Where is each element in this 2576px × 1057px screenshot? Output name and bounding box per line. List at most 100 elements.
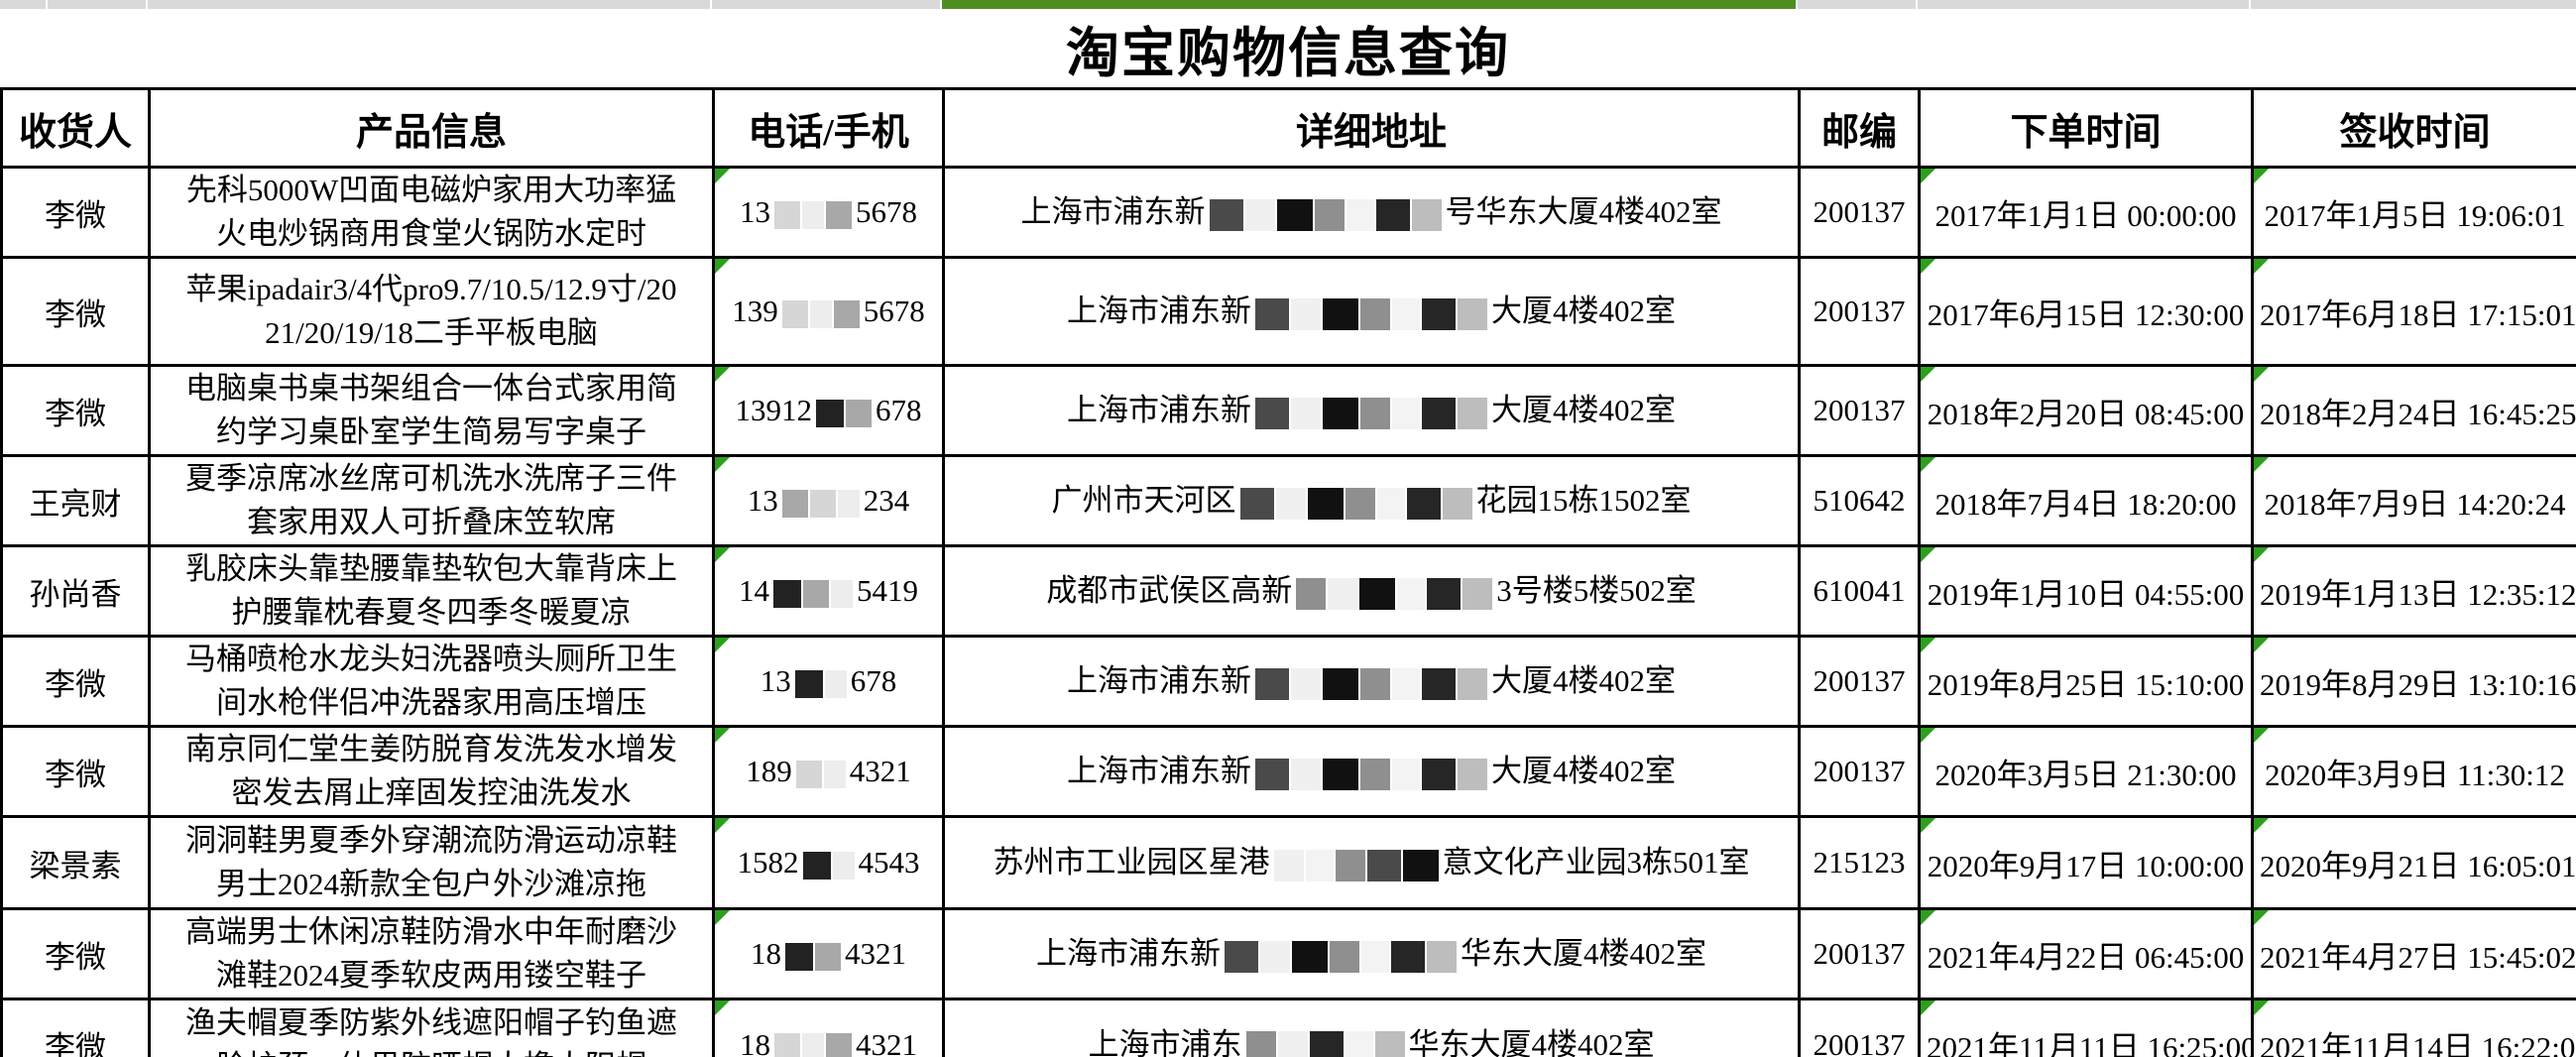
- cell-order-time[interactable]: 2020年9月17日 10:00:00: [1918, 815, 2254, 910]
- cell-sign-time[interactable]: 2019年1月13日 12:35:12: [2251, 544, 2576, 638]
- cell-order-time[interactable]: 2021年4月22日 06:45:00: [1918, 907, 2254, 1000]
- cell-product[interactable]: 夏季凉席冰丝席可机洗水洗席子三件套家用双人可折叠床笠软席: [148, 454, 715, 547]
- cell-recipient[interactable]: 王亮财: [0, 454, 151, 547]
- cell-recipient[interactable]: 李微: [0, 725, 151, 818]
- cell-product[interactable]: 南京同仁堂生姜防脱育发洗发水增发密发去屑止痒固发控油洗发水: [148, 725, 715, 818]
- cell-postal[interactable]: 200137: [1798, 635, 1921, 728]
- cell-phone[interactable]: 18 4321: [712, 907, 945, 1000]
- cell-recipient[interactable]: 李微: [0, 364, 151, 457]
- cell-product[interactable]: 渔夫帽夏季防紫外线遮阳帽子钓鱼遮脸护颈一体男防晒帽大檐太阳帽: [148, 998, 715, 1057]
- col-header-sign-time[interactable]: 签收时间: [2251, 87, 2576, 169]
- cell-sign-time[interactable]: 2018年7月9日 14:20:24: [2251, 454, 2576, 547]
- cell-address[interactable]: 上海市浦东新 号华东大厦4楼402室: [942, 166, 1801, 259]
- col-header-phone[interactable]: 电话/手机: [712, 87, 945, 169]
- cell-postal[interactable]: 610041: [1798, 544, 1921, 638]
- col-header-address[interactable]: 详细地址: [942, 87, 1801, 169]
- cell-product[interactable]: 高端男士休闲凉鞋防滑水中年耐磨沙滩鞋2024夏季软皮两用镂空鞋子: [148, 907, 715, 1000]
- cell-phone[interactable]: 189 4321: [712, 725, 945, 818]
- cell-postal[interactable]: 200137: [1798, 166, 1921, 259]
- cell-recipient[interactable]: 孙尚香: [0, 544, 151, 638]
- phone-redaction: [784, 942, 842, 971]
- cell-phone[interactable]: 13 5678: [712, 166, 945, 259]
- cell-recipient[interactable]: 李微: [0, 635, 151, 728]
- cell-sign-time[interactable]: 2020年3月9日 11:30:12: [2251, 725, 2576, 818]
- address-suffix: 花园15栋1502室: [1475, 483, 1692, 518]
- cell-address[interactable]: 上海市浦东新 大厦4楼402室: [942, 725, 1801, 818]
- cell-postal[interactable]: 510642: [1798, 454, 1921, 547]
- cell-order-time[interactable]: 2017年1月1日 00:00:00: [1918, 166, 2254, 259]
- cell-order-time[interactable]: 2021年11月11日 16:25:00: [1918, 998, 2254, 1057]
- phone-suffix: 5678: [856, 194, 917, 229]
- cell-address[interactable]: 广州市天河区 花园15栋1502室: [942, 454, 1801, 547]
- cell-phone[interactable]: 13 234: [712, 454, 945, 547]
- cell-sign-time[interactable]: 2018年2月24日 16:45:25: [2251, 364, 2576, 457]
- phone-suffix: 4321: [856, 1026, 917, 1057]
- table-row: 李微 高端男士休闲凉鞋防滑水中年耐磨沙滩鞋2024夏季软皮两用镂空鞋子 18 43…: [0, 907, 2576, 1000]
- cell-order-time[interactable]: 2019年8月25日 15:10:00: [1918, 635, 2254, 728]
- cell-sign-time[interactable]: 2017年1月5日 19:06:01: [2251, 166, 2576, 259]
- cell-phone[interactable]: 14 5419: [712, 544, 945, 638]
- cell-address[interactable]: 成都市武侯区高新 3号楼5楼502室: [942, 544, 1801, 638]
- cell-recipient[interactable]: 李微: [0, 166, 151, 259]
- cell-product[interactable]: 乳胶床头靠垫腰靠垫软包大靠背床上护腰靠枕春夏冬四季冬暖夏凉: [148, 544, 715, 638]
- cell-product[interactable]: 马桶喷枪水龙头妇洗器喷头厕所卫生间水枪伴侣冲洗器家用高压增压: [148, 635, 715, 728]
- green-corner-icon: [716, 260, 730, 274]
- cell-postal[interactable]: 200137: [1798, 256, 1921, 367]
- cell-postal[interactable]: 200137: [1798, 725, 1921, 818]
- col-header-order-time[interactable]: 下单时间: [1918, 87, 2254, 169]
- col-header-postal[interactable]: 邮编: [1798, 87, 1921, 169]
- address-prefix: 上海市浦东新: [1067, 754, 1251, 788]
- col-header-product[interactable]: 产品信息: [148, 87, 715, 169]
- cell-order-time[interactable]: 2019年1月10日 04:55:00: [1918, 544, 2254, 638]
- address-prefix: 上海市浦东新: [1067, 663, 1251, 698]
- green-corner-icon: [1922, 368, 1935, 382]
- cell-recipient[interactable]: 梁景素: [0, 815, 151, 910]
- green-corner-icon: [716, 170, 730, 183]
- cell-address[interactable]: 上海市浦东新 大厦4楼402室: [942, 256, 1801, 367]
- cell-order-time[interactable]: 2017年6月15日 12:30:00: [1918, 256, 2254, 367]
- cell-product[interactable]: 洞洞鞋男夏季外穿潮流防滑运动凉鞋男士2024新款全包户外沙滩凉拖: [148, 815, 715, 910]
- cell-phone[interactable]: 18 4321: [712, 998, 945, 1057]
- cell-recipient[interactable]: 李微: [0, 998, 151, 1057]
- cell-address[interactable]: 苏州市工业园区星港 意文化产业园3栋501室: [942, 815, 1801, 910]
- address-suffix: 意文化产业园3栋501室: [1442, 845, 1750, 880]
- cell-phone[interactable]: 13912 678: [712, 364, 945, 457]
- cell-product[interactable]: 电脑桌书桌书架组合一体台式家用简约学习桌卧室学生简易写字桌子: [148, 364, 715, 457]
- col-header-recipient[interactable]: 收货人: [0, 87, 151, 169]
- cell-order-time[interactable]: 2020年3月5日 21:30:00: [1918, 725, 2254, 818]
- cell-sign-time[interactable]: 2021年4月27日 15:45:02: [2251, 907, 2576, 1000]
- cell-address[interactable]: 上海市浦东新 大厦4楼402室: [942, 364, 1801, 457]
- cell-phone[interactable]: 139 5678: [712, 256, 945, 367]
- phone-redaction: [815, 399, 873, 427]
- cell-address[interactable]: 上海市浦东新 大厦4楼402室: [942, 635, 1801, 728]
- cell-product[interactable]: 先科5000W凹面电磁炉家用大功率猛火电炒锅商用食堂火锅防水定时: [148, 166, 715, 259]
- cell-sign-time[interactable]: 2021年11月14日 16:22:01: [2251, 998, 2576, 1057]
- cell-recipient[interactable]: 李微: [0, 256, 151, 367]
- cell-order-time[interactable]: 2018年7月4日 18:20:00: [1918, 454, 2254, 547]
- cell-phone[interactable]: 13 678: [712, 635, 945, 728]
- cell-phone[interactable]: 1582 4543: [712, 815, 945, 910]
- phone-redaction: [781, 489, 861, 518]
- cell-order-time[interactable]: 2018年2月20日 08:45:00: [1918, 364, 2254, 457]
- phone-redaction: [795, 760, 847, 788]
- cell-postal[interactable]: 215123: [1798, 815, 1921, 910]
- green-corner-icon: [2255, 548, 2269, 562]
- cell-address[interactable]: 上海市浦东 华东大厦4楼402室: [942, 998, 1801, 1057]
- cell-address[interactable]: 上海市浦东新 华东大厦4楼402室: [942, 907, 1801, 1000]
- cell-sign-time[interactable]: 2019年8月29日 13:10:16: [2251, 635, 2576, 728]
- cell-postal[interactable]: 200137: [1798, 998, 1921, 1057]
- address-prefix: 上海市浦东新: [1020, 194, 1206, 229]
- cell-sign-time[interactable]: 2020年9月21日 16:05:01: [2251, 815, 2576, 910]
- address-prefix: 上海市浦东新: [1067, 294, 1251, 328]
- cell-postal[interactable]: 200137: [1798, 907, 1921, 1000]
- cell-sign-time[interactable]: 2017年6月18日 17:15:01: [2251, 256, 2576, 367]
- cell-postal[interactable]: 200137: [1798, 364, 1921, 457]
- address-redaction: [1245, 1031, 1406, 1057]
- table-row: 王亮财 夏季凉席冰丝席可机洗水洗席子三件套家用双人可折叠床笠软席 13 234 广…: [0, 454, 2576, 547]
- green-corner-icon: [2255, 260, 2269, 274]
- page-title[interactable]: 淘宝购物信息查询: [1066, 24, 1510, 83]
- address-prefix: 苏州市工业园区星港: [993, 845, 1270, 880]
- cell-recipient[interactable]: 李微: [0, 907, 151, 1000]
- cell-product[interactable]: 苹果ipadair3/4代pro9.7/10.5/12.9寸/2021/20/1…: [148, 256, 715, 367]
- sign-time-text: 2018年7月9日 14:20:24: [2264, 486, 2566, 522]
